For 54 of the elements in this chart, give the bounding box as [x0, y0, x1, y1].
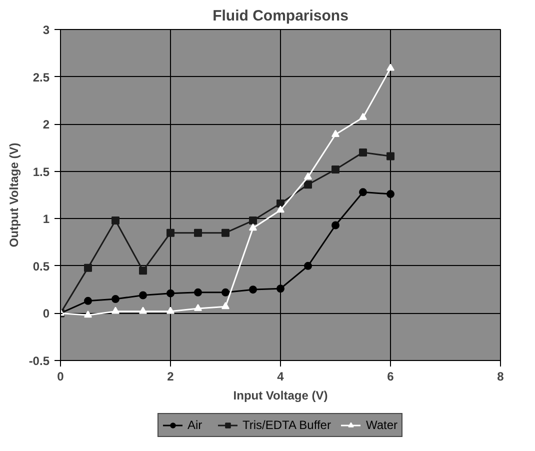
point — [112, 306, 120, 314]
y-tick-label: -0.5 — [28, 354, 50, 368]
point — [194, 288, 202, 296]
legend-label: Tris/EDTA Buffer — [242, 418, 331, 432]
point — [359, 112, 367, 120]
point — [112, 295, 120, 304]
x-tick-label: 0 — [57, 370, 64, 384]
x-tick-label: 2 — [167, 370, 174, 384]
y-tick-label: 2.5 — [32, 70, 50, 84]
point — [386, 152, 394, 160]
y-tick-label: 2 — [42, 118, 50, 132]
point — [222, 288, 230, 296]
point — [249, 286, 257, 294]
point — [386, 190, 394, 198]
point — [139, 306, 147, 314]
point — [166, 228, 174, 237]
point — [359, 188, 367, 196]
point — [194, 304, 202, 312]
point — [194, 228, 202, 237]
x-axis-title: Input Voltage (V) — [233, 388, 328, 402]
point — [276, 206, 284, 213]
chart-title: Fluid Comparisons — [212, 8, 348, 24]
x-tick-label: 6 — [387, 370, 394, 384]
point — [386, 64, 394, 71]
point — [304, 262, 312, 270]
point — [359, 148, 367, 156]
point — [304, 172, 312, 180]
y-tick-label: 0.5 — [32, 259, 50, 274]
point — [139, 291, 147, 300]
legend-label: Water — [366, 418, 398, 432]
point — [166, 306, 174, 314]
point — [222, 302, 230, 310]
point — [112, 216, 120, 225]
point — [304, 180, 312, 189]
point — [332, 165, 340, 174]
point — [84, 296, 92, 305]
y-axis-title: Output Voltage (V) — [6, 142, 21, 248]
point — [166, 289, 174, 298]
x-tick-label: 8 — [497, 370, 504, 384]
point — [222, 228, 230, 237]
point — [139, 266, 147, 275]
y-tick-label: 3 — [42, 23, 50, 37]
point — [84, 310, 92, 318]
y-tick-label: 0 — [42, 306, 50, 321]
x-tick-label: 4 — [277, 370, 284, 384]
y-tick-label: 1.5 — [32, 164, 50, 179]
point — [332, 130, 340, 137]
legend-label: Air — [187, 418, 204, 432]
y-tick-label: 1 — [42, 212, 50, 226]
point — [332, 221, 340, 230]
point — [249, 216, 257, 225]
point — [276, 284, 284, 293]
point — [84, 264, 92, 272]
point — [249, 224, 257, 231]
